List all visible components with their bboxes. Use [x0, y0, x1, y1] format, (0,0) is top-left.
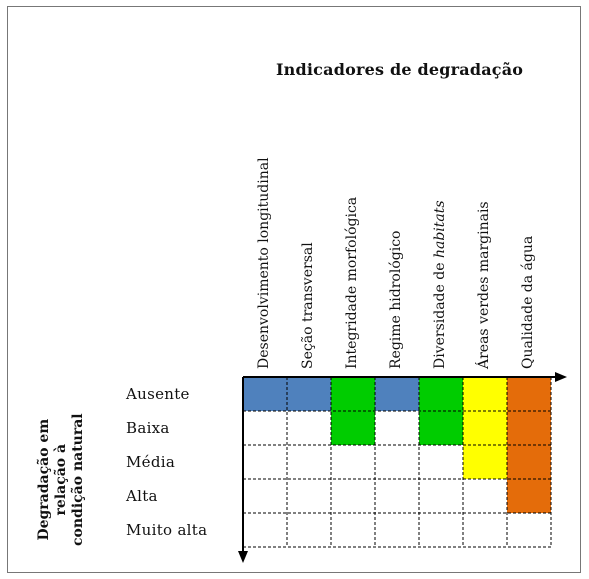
matrix-cell: [287, 513, 331, 547]
row-label: Ausente: [126, 385, 190, 403]
matrix-cell: [507, 445, 551, 479]
matrix-cell: [463, 479, 507, 513]
matrix-cell: [287, 445, 331, 479]
matrix-cell: [463, 445, 507, 479]
vertical-axis-arrowhead: [238, 551, 248, 563]
matrix-cell: [419, 411, 463, 445]
matrix-cell: [331, 513, 375, 547]
chart-title: Indicadores de degradação: [276, 60, 524, 79]
matrix-cell: [331, 445, 375, 479]
matrix-cell: [331, 479, 375, 513]
matrix-cell: [287, 479, 331, 513]
matrix-cell: [375, 479, 419, 513]
matrix-cell: [243, 377, 287, 411]
matrix-cell: [243, 445, 287, 479]
row-label: Alta: [126, 487, 158, 505]
matrix-cell: [287, 377, 331, 411]
matrix-cell: [419, 513, 463, 547]
matrix-cell: [375, 445, 419, 479]
matrix-cell: [243, 479, 287, 513]
matrix-cell: [419, 445, 463, 479]
row-label: Baixa: [126, 419, 170, 437]
matrix-cell: [243, 411, 287, 445]
matrix-cell: [419, 377, 463, 411]
matrix-cell: [507, 513, 551, 547]
matrix-cell: [507, 377, 551, 411]
row-label: Muito alta: [126, 521, 208, 539]
matrix-cell: [419, 479, 463, 513]
matrix-cell: [331, 411, 375, 445]
horizontal-axis-arrowhead: [555, 372, 567, 382]
matrix-cell: [507, 411, 551, 445]
matrix-cell: [243, 513, 287, 547]
row-label: Média: [126, 453, 176, 471]
matrix-cell: [287, 411, 331, 445]
matrix-cell: [507, 479, 551, 513]
matrix-cell: [463, 513, 507, 547]
matrix-cell: [375, 377, 419, 411]
matrix-cell: [331, 377, 375, 411]
matrix-cell: [463, 411, 507, 445]
matrix-cell: [375, 513, 419, 547]
matrix-cell: [463, 377, 507, 411]
matrix-cell: [375, 411, 419, 445]
